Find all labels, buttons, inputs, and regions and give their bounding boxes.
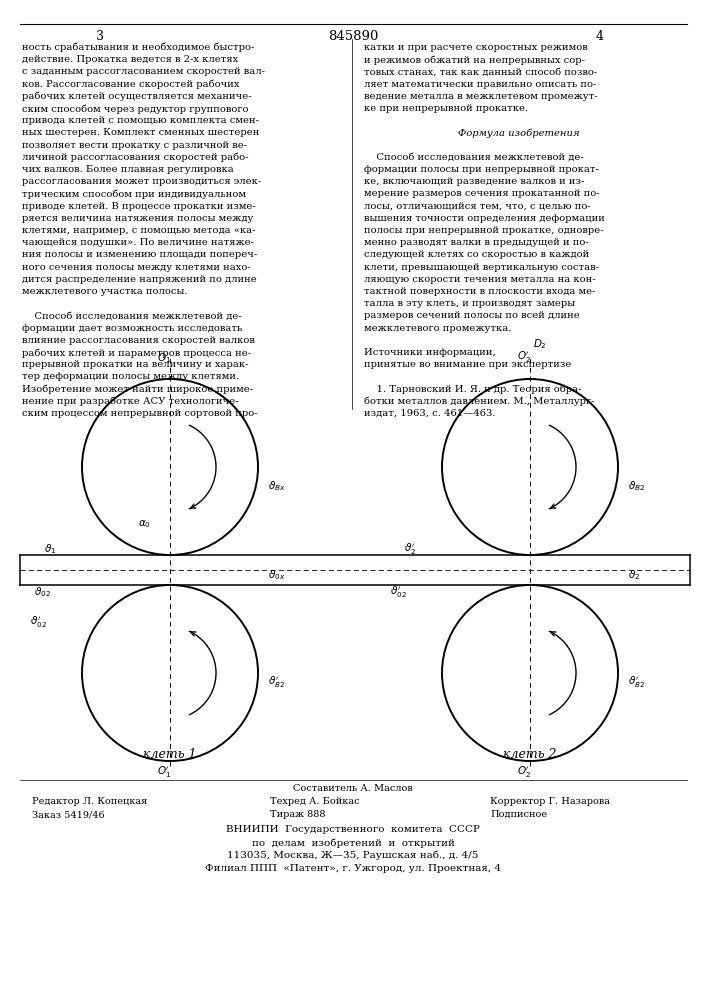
Text: полосы при непрерывной прокатке, одновре-: полосы при непрерывной прокатке, одновре…	[364, 226, 604, 235]
Text: 1. Тарновский И. Я. и др. Теория обра-: 1. Тарновский И. Я. и др. Теория обра-	[364, 385, 581, 394]
Text: нение при разработке АСУ технологиче-: нение при разработке АСУ технологиче-	[22, 397, 239, 406]
Text: и режимов обжатий на непрерывных сор-: и режимов обжатий на непрерывных сор-	[364, 55, 585, 65]
Text: тактной поверхности в плоскости входа ме-: тактной поверхности в плоскости входа ме…	[364, 287, 595, 296]
Text: ния полосы и изменению площади попереч-: ния полосы и изменению площади попереч-	[22, 250, 257, 259]
Text: Тираж 888: Тираж 888	[270, 810, 325, 819]
Text: личиной рассогласования скоростей рабо-: личиной рассогласования скоростей рабо-	[22, 153, 248, 162]
Text: ляет математически правильно описать по-: ляет математически правильно описать по-	[364, 80, 597, 89]
Text: ке при непрерывной прокатке.: ке при непрерывной прокатке.	[364, 104, 528, 113]
Text: менно разводят валки в предыдущей и по-: менно разводят валки в предыдущей и по-	[364, 238, 589, 247]
Text: $\vartheta_{B2}$: $\vartheta_{B2}$	[628, 479, 645, 493]
Text: рабочих клетей осуществляется механиче-: рабочих клетей осуществляется механиче-	[22, 92, 252, 101]
Text: мерение размеров сечения прокатанной по-: мерение размеров сечения прокатанной по-	[364, 189, 600, 198]
Text: клетями, например, с помощью метода «ка-: клетями, например, с помощью метода «ка-	[22, 226, 255, 235]
Text: ных шестерен. Комплект сменных шестерен: ных шестерен. Комплект сменных шестерен	[22, 128, 259, 137]
Text: Изобретение может найти широкое приме-: Изобретение может найти широкое приме-	[22, 385, 253, 394]
Text: $\vartheta_{Bx}$: $\vartheta_{Bx}$	[268, 479, 286, 493]
Text: влияние рассогласования скоростей валков: влияние рассогласования скоростей валков	[22, 336, 255, 345]
Text: прерывной прокатки на величину и харак-: прерывной прокатки на величину и харак-	[22, 360, 248, 369]
Text: межклетевого промежутка.: межклетевого промежутка.	[364, 324, 511, 333]
Text: чающейся подушки». По величине натяже-: чающейся подушки». По величине натяже-	[22, 238, 254, 247]
Text: тер деформации полосы между клетями.: тер деформации полосы между клетями.	[22, 372, 239, 381]
Text: $\vartheta_{0x}$: $\vartheta_{0x}$	[268, 568, 286, 582]
Text: межклетевого участка полосы.: межклетевого участка полосы.	[22, 287, 187, 296]
Text: $\vartheta_{B2}'$: $\vartheta_{B2}'$	[628, 675, 645, 690]
Text: формации полосы при непрерывной прокат-: формации полосы при непрерывной прокат-	[364, 165, 599, 174]
Text: $O_2'$: $O_2'$	[517, 350, 531, 365]
Text: клеть 2: клеть 2	[503, 748, 556, 761]
Text: $\vartheta_2'$: $\vartheta_2'$	[404, 542, 416, 557]
Text: привода клетей с помощью комплекта смен-: привода клетей с помощью комплекта смен-	[22, 116, 259, 125]
Text: клети, превышающей вертикальную состав-: клети, превышающей вертикальную состав-	[364, 263, 599, 272]
Text: Составитель А. Маслов: Составитель А. Маслов	[293, 784, 413, 793]
Text: размеров сечений полосы по всей длине: размеров сечений полосы по всей длине	[364, 311, 580, 320]
Text: ВНИИПИ  Государственного  комитета  СССР: ВНИИПИ Государственного комитета СССР	[226, 825, 480, 834]
Text: Способ исследования межклетевой де-: Способ исследования межклетевой де-	[22, 311, 242, 320]
Text: $O_1'$: $O_1'$	[157, 765, 171, 780]
Text: Корректор Г. Назарова: Корректор Г. Назарова	[490, 797, 610, 806]
Text: по  делам  изобретений  и  открытий: по делам изобретений и открытий	[252, 838, 455, 848]
Text: позволяет вести прокатку с различной ве-: позволяет вести прокатку с различной ве-	[22, 141, 247, 150]
Text: катки и при расчете скоростных режимов: катки и при расчете скоростных режимов	[364, 43, 588, 52]
Text: рассогласования может производиться элек-: рассогласования может производиться элек…	[22, 177, 262, 186]
Text: клеть 1: клеть 1	[144, 748, 197, 761]
Text: ряется величина натяжения полосы между: ряется величина натяжения полосы между	[22, 214, 253, 223]
Text: ного сечения полосы между клетями нахо-: ного сечения полосы между клетями нахо-	[22, 263, 251, 272]
Text: принятые во внимание при экспертизе: принятые во внимание при экспертизе	[364, 360, 571, 369]
Text: дится распределение напряжений по длине: дится распределение напряжений по длине	[22, 275, 257, 284]
Text: Филиал ППП  «Патент», г. Ужгород, ул. Проектная, 4: Филиал ППП «Патент», г. Ужгород, ул. Про…	[205, 864, 501, 873]
Text: $\vartheta_{B2}'$: $\vartheta_{B2}'$	[268, 675, 285, 690]
Text: Источники информации,: Источники информации,	[364, 348, 496, 357]
Text: 4: 4	[596, 30, 604, 43]
Text: $\vartheta_1$: $\vartheta_1$	[44, 542, 57, 556]
Text: лосы, отличающийся тем, что, с целью по-: лосы, отличающийся тем, что, с целью по-	[364, 202, 591, 211]
Text: издат, 1963, с. 461—463.: издат, 1963, с. 461—463.	[364, 409, 496, 418]
Text: с заданным рассогласованием скоростей вал-: с заданным рассогласованием скоростей ва…	[22, 67, 265, 76]
Text: ботки металлов давлением. М., Металлург-: ботки металлов давлением. М., Металлург-	[364, 397, 595, 406]
Text: трическим способом при индивидуальном: трическим способом при индивидуальном	[22, 189, 246, 199]
Text: действие. Прокатка ведется в 2-х клетях: действие. Прокатка ведется в 2-х клетях	[22, 55, 238, 64]
Text: Заказ 5419/46: Заказ 5419/46	[32, 810, 105, 819]
Text: 845890: 845890	[328, 30, 378, 43]
Text: 113035, Москва, Ж—35, Раушская наб., д. 4/5: 113035, Москва, Ж—35, Раушская наб., д. …	[228, 851, 479, 860]
Text: Формула изобретения: Формула изобретения	[458, 128, 580, 138]
Text: Редактор Л. Копецкая: Редактор Л. Копецкая	[32, 797, 147, 806]
Text: ляющую скорости течения металла на кон-: ляющую скорости течения металла на кон-	[364, 275, 595, 284]
Text: 3: 3	[96, 30, 104, 43]
Text: ским процессом непрерывной сортовой про-: ским процессом непрерывной сортовой про-	[22, 409, 257, 418]
Text: вышения точности определения деформации: вышения точности определения деформации	[364, 214, 605, 223]
Text: $O_1$: $O_1$	[157, 351, 171, 365]
Text: $\alpha_0$: $\alpha_0$	[138, 518, 151, 530]
Text: ков. Рассогласование скоростей рабочих: ков. Рассогласование скоростей рабочих	[22, 80, 240, 89]
Text: чих валков. Более плавная регулировка: чих валков. Более плавная регулировка	[22, 165, 234, 174]
Text: $\vartheta_{02}'$: $\vartheta_{02}'$	[30, 615, 47, 630]
Text: талла в эту клеть, и производят замеры: талла в эту клеть, и производят замеры	[364, 299, 575, 308]
Text: приводе клетей. В процессе прокатки изме-: приводе клетей. В процессе прокатки изме…	[22, 202, 256, 211]
Text: следующей клетях со скоростью в каждой: следующей клетях со скоростью в каждой	[364, 250, 589, 259]
Text: Подписное: Подписное	[490, 810, 547, 819]
Text: $\vartheta_2$: $\vartheta_2$	[628, 568, 641, 582]
Text: $D_2$: $D_2$	[533, 337, 547, 351]
Text: $\vartheta_{02}'$: $\vartheta_{02}'$	[390, 585, 407, 600]
Text: ке, включающий разведение валков и из-: ке, включающий разведение валков и из-	[364, 177, 585, 186]
Text: Техред А. Бойкас: Техред А. Бойкас	[270, 797, 360, 806]
Text: ность срабатывания и необходимое быстро-: ность срабатывания и необходимое быстро-	[22, 43, 255, 52]
Text: ским способом через редуктор группового: ским способом через редуктор группового	[22, 104, 248, 113]
Text: ведение металла в межклетевом промежут-: ведение металла в межклетевом промежут-	[364, 92, 597, 101]
Text: Способ исследования межклетевой де-: Способ исследования межклетевой де-	[364, 153, 584, 162]
Text: рабочих клетей и параметров процесса не-: рабочих клетей и параметров процесса не-	[22, 348, 251, 358]
Text: товых станах, так как данный способ позво-: товых станах, так как данный способ позв…	[364, 67, 597, 76]
Text: $O_2'$: $O_2'$	[517, 765, 531, 780]
Text: $\vartheta_{02}$: $\vartheta_{02}$	[34, 585, 51, 599]
Text: формации дает возможность исследовать: формации дает возможность исследовать	[22, 324, 243, 333]
